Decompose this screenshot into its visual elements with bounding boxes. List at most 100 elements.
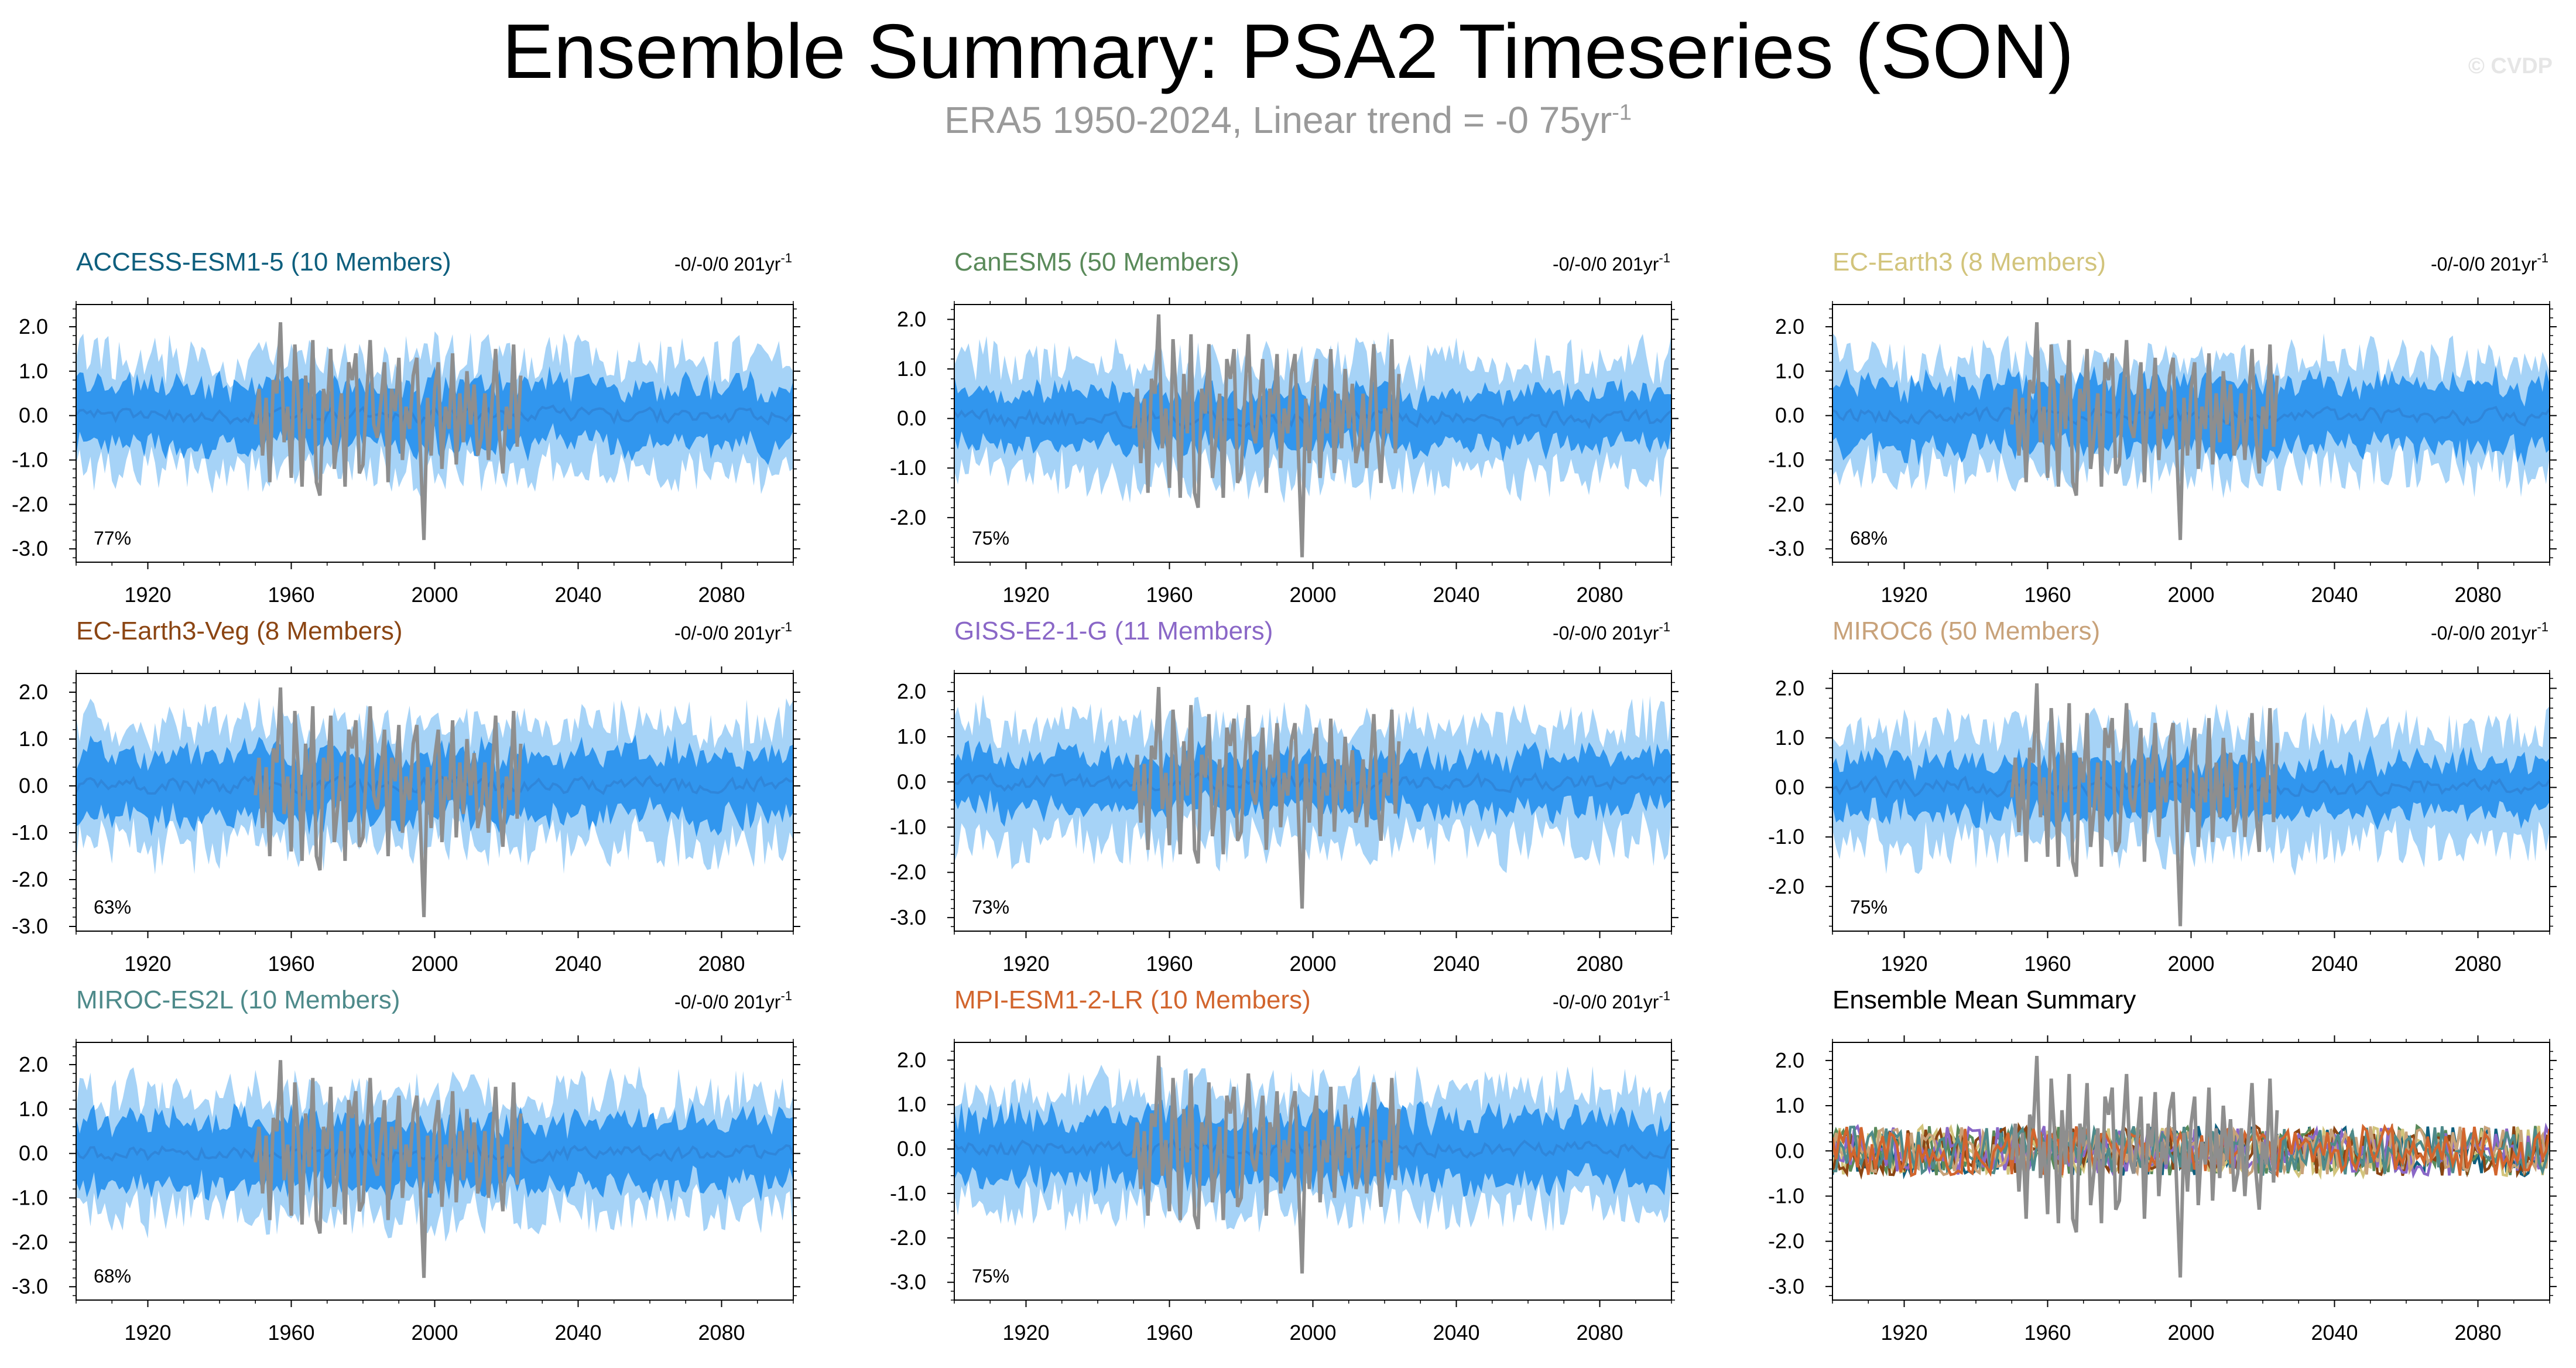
panel-2: CanESM5 (50 Members) -0/-0/0 201yr-1 2.0 1.… xyxy=(890,248,1678,607)
y-tick-label: -1.0 xyxy=(1768,1184,1804,1208)
observations-line xyxy=(254,322,523,541)
panel-title: CanESM5 (50 Members) xyxy=(954,248,1239,276)
panel-title: EC-Earth3 (8 Members) xyxy=(1832,248,2106,276)
x-tick-label: 2040 xyxy=(1433,1321,1479,1345)
y-tick-label: -1.0 xyxy=(12,1186,48,1210)
panel-title: MIROC-ES2L (10 Members) xyxy=(76,986,400,1014)
x-tick-label: 1960 xyxy=(2024,583,2071,607)
y-tick-label: -2.0 xyxy=(12,492,48,516)
x-tick-label: 1960 xyxy=(1146,583,1193,607)
x-tick-label: 1920 xyxy=(1880,583,1927,607)
y-tick-label: 0.0 xyxy=(897,770,926,794)
x-tick-label: 2040 xyxy=(554,1321,601,1345)
panel-title: EC-Earth3-Veg (8 Members) xyxy=(76,617,403,645)
y-tick-label: 2.0 xyxy=(19,314,48,338)
x-tick-label: 2080 xyxy=(698,1321,745,1345)
x-tick-label: 2080 xyxy=(698,952,745,976)
y-tick-label: 2.0 xyxy=(897,307,926,331)
panel-trend-label: -0/-0/0 201yr-1 xyxy=(674,989,792,1013)
panel-percent-label: 68% xyxy=(1850,528,1888,549)
y-tick-label: -2.0 xyxy=(1768,492,1804,516)
y-tick-label: 1.0 xyxy=(1775,359,1804,383)
x-tick-label: 1920 xyxy=(1880,1321,1927,1345)
panel-9: Ensemble Mean Summary 2.0 1.0 0.0 -1.0 -2.0 -3… xyxy=(1768,986,2557,1345)
panel-percent-label: 75% xyxy=(972,1266,1009,1287)
plot-area xyxy=(76,687,793,918)
y-tick-label: 1.0 xyxy=(19,359,48,383)
y-tick-label: -2.0 xyxy=(1768,1229,1804,1253)
x-tick-label: 1920 xyxy=(1002,583,1049,607)
x-tick-label: 2080 xyxy=(2454,1321,2501,1345)
y-tick-label: -2.0 xyxy=(1768,874,1804,898)
observations-line xyxy=(2010,1056,2279,1278)
subtitle-superscript: -1 xyxy=(1612,100,1632,125)
x-tick-label: 1960 xyxy=(2024,952,2071,976)
x-tick-label: 2000 xyxy=(2167,1321,2214,1345)
panel-trend-label: -0/-0/0 201yr-1 xyxy=(1553,989,1670,1013)
y-tick-label: 1.0 xyxy=(1775,1093,1804,1117)
y-tick-label: 0.0 xyxy=(19,403,48,428)
y-tick-label: -1.0 xyxy=(890,1181,926,1205)
x-tick-label: 2000 xyxy=(1289,1321,1336,1345)
y-tick-label: -1.0 xyxy=(12,820,48,844)
y-tick-label: 0.0 xyxy=(19,774,48,798)
y-tick-label: -1.0 xyxy=(890,815,926,839)
panel-trend-label: -0/-0/0 201yr-1 xyxy=(674,620,792,644)
y-tick-label: 1.0 xyxy=(1775,726,1804,750)
x-tick-label: 1920 xyxy=(1002,952,1049,976)
observations-line xyxy=(1132,314,1401,558)
subtitle-text: ERA5 1950-2024, Linear trend = -0 75yr xyxy=(944,99,1612,141)
plot-area xyxy=(954,314,1671,558)
x-tick-label: 2040 xyxy=(554,583,601,607)
x-tick-label: 1920 xyxy=(124,583,171,607)
panel-percent-label: 75% xyxy=(972,528,1009,549)
y-tick-label: 0.0 xyxy=(1775,403,1804,428)
plot-area xyxy=(1832,1056,2550,1278)
y-tick-label: 2.0 xyxy=(19,680,48,704)
panel-title: GISS-E2-1-G (11 Members) xyxy=(954,617,1273,645)
y-tick-label: -3.0 xyxy=(1768,1274,1804,1298)
x-tick-label: 1960 xyxy=(268,1321,314,1345)
panel-3: EC-Earth3 (8 Members) -0/-0/0 201yr-1 2.0 1… xyxy=(1768,248,2557,607)
x-tick-label: 2040 xyxy=(2311,952,2358,976)
observations-line xyxy=(254,1060,523,1278)
x-tick-label: 1920 xyxy=(1002,1321,1049,1345)
y-tick-label: -2.0 xyxy=(12,867,48,891)
x-tick-label: 1960 xyxy=(268,583,314,607)
panel-title: MPI-ESM1-2-LR (10 Members) xyxy=(954,986,1311,1014)
cvdp-watermark: © CVDP xyxy=(2468,54,2553,78)
plot-area xyxy=(954,687,1671,909)
x-tick-label: 1960 xyxy=(2024,1321,2071,1345)
y-tick-label: 0.0 xyxy=(897,406,926,430)
y-tick-label: -2.0 xyxy=(890,1226,926,1250)
y-tick-label: -3.0 xyxy=(890,905,926,929)
y-tick-label: -1.0 xyxy=(1768,448,1804,472)
y-tick-label: 0.0 xyxy=(897,1137,926,1161)
plot-area xyxy=(1832,683,2550,926)
ensemble-mean-line xyxy=(76,1143,793,1164)
y-tick-label: 1.0 xyxy=(897,1092,926,1116)
y-tick-label: 2.0 xyxy=(897,1048,926,1072)
plot-area xyxy=(76,1060,793,1278)
plot-area xyxy=(76,322,793,541)
plot-area xyxy=(1832,322,2550,541)
y-tick-label: 1.0 xyxy=(897,357,926,381)
panel-percent-label: 75% xyxy=(1850,897,1888,918)
y-tick-label: 2.0 xyxy=(1775,314,1804,338)
observations-line xyxy=(1132,687,1401,909)
y-tick-label: -3.0 xyxy=(1768,536,1804,560)
panel-6: MIROC6 (50 Members) -0/-0/0 201yr-1 2.0 1.0… xyxy=(1768,617,2557,976)
x-tick-label: 1920 xyxy=(1880,952,1927,976)
y-tick-label: 0.0 xyxy=(1775,1138,1804,1162)
y-tick-label: -1.0 xyxy=(890,456,926,480)
observations-line xyxy=(2010,683,2279,926)
x-tick-label: 1920 xyxy=(124,1321,171,1345)
x-tick-label: 2000 xyxy=(2167,952,2214,976)
x-tick-label: 1960 xyxy=(1146,1321,1193,1345)
y-tick-label: 0.0 xyxy=(19,1141,48,1165)
y-tick-label: 0.0 xyxy=(1775,775,1804,799)
panel-trend-label: -0/-0/0 201yr-1 xyxy=(674,251,792,275)
y-tick-label: 2.0 xyxy=(1775,676,1804,700)
panel-1: ACCESS-ESM1-5 (10 Members) -0/-0/0 201yr-… xyxy=(12,248,800,607)
